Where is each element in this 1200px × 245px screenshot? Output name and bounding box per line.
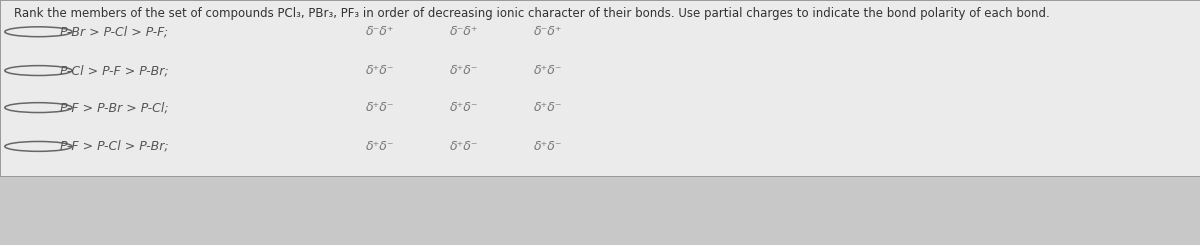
Text: δ⁺δ⁻: δ⁺δ⁻	[366, 101, 395, 114]
Text: δ⁺δ⁻: δ⁺δ⁻	[450, 140, 479, 153]
Text: δ⁺δ⁻: δ⁺δ⁻	[534, 101, 563, 114]
Text: δ⁺δ⁻: δ⁺δ⁻	[366, 140, 395, 153]
Text: δ⁻δ⁺: δ⁻δ⁺	[450, 25, 479, 38]
Text: δ⁻δ⁺: δ⁻δ⁺	[534, 25, 563, 38]
Text: δ⁺δ⁻: δ⁺δ⁻	[450, 101, 479, 114]
Text: δ⁺δ⁻: δ⁺δ⁻	[366, 64, 395, 77]
Text: δ⁺δ⁻: δ⁺δ⁻	[534, 140, 563, 153]
Text: P-Cl > P-F > P-Br;: P-Cl > P-F > P-Br;	[60, 64, 169, 77]
Text: δ⁻δ⁺: δ⁻δ⁺	[366, 25, 395, 38]
Text: δ⁺δ⁻: δ⁺δ⁻	[534, 64, 563, 77]
Text: P-F > P-Br > P-Cl;: P-F > P-Br > P-Cl;	[60, 101, 169, 114]
Text: P-F > P-Cl > P-Br;: P-F > P-Cl > P-Br;	[60, 140, 169, 153]
Text: δ⁺δ⁻: δ⁺δ⁻	[450, 64, 479, 77]
Text: P-Br > P-Cl > P-F;: P-Br > P-Cl > P-F;	[60, 25, 168, 38]
Text: Rank the members of the set of compounds PCl₃, PBr₃, PF₃ in order of decreasing : Rank the members of the set of compounds…	[14, 7, 1050, 20]
